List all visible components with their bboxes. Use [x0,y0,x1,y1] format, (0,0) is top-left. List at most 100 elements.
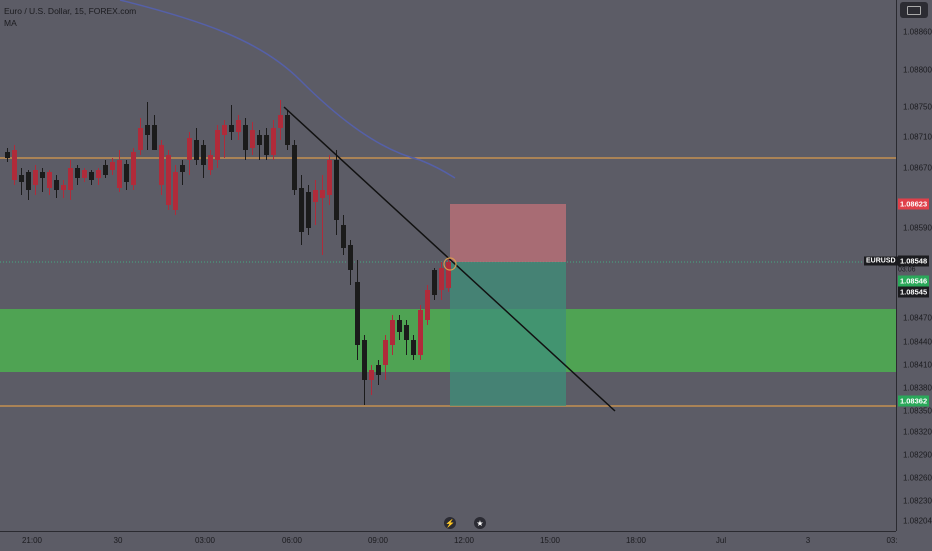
price-tick: 1.08670 [903,163,932,173]
time-tick: 12:00 [453,536,475,545]
candle-body [313,190,318,202]
candle-body [229,125,234,132]
price-tick: 1.08860 [903,27,932,37]
candle-body [369,370,374,380]
candle-body [390,320,395,345]
candle-body [362,340,367,380]
candle-body [446,262,451,288]
candle-body [194,140,199,160]
candle-body [376,365,381,375]
candle-body [19,175,24,182]
symbol-tag: EURUSD [864,256,898,266]
candle-body [26,172,31,190]
take-profit-price-label: 1.08362 [898,395,930,407]
symbol-title[interactable]: Euro / U.S. Dollar, 15, FOREX.com [4,6,137,16]
candle-body [47,172,52,188]
candle-body [54,180,59,190]
candle-body [124,164,129,182]
price-tick: 1.08350 [903,406,932,416]
candle-body [61,185,66,190]
chart-settings-button[interactable] [900,2,928,18]
price-tick: 1.08590 [903,223,932,233]
candle-body [12,150,17,180]
candle-body [68,168,73,190]
price-tick: 1.08710 [903,132,932,142]
window-icon [907,5,921,15]
candle-body [439,268,444,290]
bar-countdown: 03:06 [898,266,916,274]
entry-marker [443,257,457,271]
candle-body [397,320,402,332]
candle-body [257,135,262,145]
candle-body [285,115,290,145]
candlestick-series [5,100,451,405]
stop-loss-zone [450,204,566,262]
indicator-label[interactable]: MA [4,18,17,28]
candle-body [271,128,276,155]
time-tick: 15:00 [539,536,561,545]
candle-body [250,130,255,148]
price-tick: 1.08410 [903,360,932,370]
candle-body [173,172,178,210]
candle-body [208,155,213,170]
candle-body [166,155,171,205]
price-tick: 1.08800 [903,65,932,75]
candle-body [341,225,346,248]
candle-body [117,160,122,188]
candle-body [348,245,353,270]
candle-body [320,190,325,198]
candle-body [75,168,80,178]
price-tick: 1.08290 [903,450,932,460]
chart-legend[interactable]: Euro / U.S. Dollar, 15, FOREX.com MA [4,5,136,29]
price-tick: 1.08230 [903,496,932,506]
candle-body [5,152,10,158]
bottom-toolbar: ⚡ ★ [444,517,486,529]
time-tick: 21:00 [21,536,43,545]
us-flag-icon[interactable]: ★ [474,517,486,529]
candle-body [152,125,157,150]
chart-plot-area[interactable]: Euro / U.S. Dollar, 15, FOREX.com MA ⚡ ★ [0,0,896,531]
time-tick: 03: [886,536,898,545]
price-tick: 1.08260 [903,473,932,483]
candle-body [187,138,192,160]
candle-body [201,145,206,165]
time-tick: 03:00 [194,536,216,545]
candle-body [355,282,360,345]
candle-body [264,135,269,155]
candle-body [236,120,241,132]
moving-average-line [119,0,456,179]
take-profit-zone [450,262,566,406]
time-tick: 06:00 [281,536,303,545]
candle-body [180,165,185,172]
price-tick: 1.08440 [903,337,932,347]
candle-body [425,290,430,320]
candle-body [215,130,220,160]
price-tick: 1.08380 [903,383,932,393]
camera-icon[interactable]: ⚡ [444,517,456,529]
price-chart[interactable] [0,0,896,531]
price-tick: 1.08204 [903,516,932,526]
price-tick: 1.08470 [903,313,932,323]
candle-body [40,172,45,178]
candle-body [299,188,304,232]
candle-body [96,170,101,178]
time-axis[interactable]: 21:00 30 03:00 06:00 09:00 12:00 15:00 18:00 Jul… [0,531,898,551]
time-tick: 09:00 [367,536,389,545]
last-price-label: 1.08548 [898,255,930,267]
candle-body [103,165,108,175]
candle-body [82,170,87,178]
candle-body [418,310,423,355]
candle-body [33,170,38,185]
candle-body [411,340,416,355]
time-tick: Jul [715,536,727,545]
time-tick: 30 [113,536,123,545]
candle-body [145,125,150,135]
current-price-label: 1.08545 [898,286,930,298]
price-tick: 1.08750 [903,102,932,112]
candle-body [432,270,437,295]
time-tick: 3 [805,536,811,545]
candle-body [138,128,143,150]
candle-body [159,145,164,185]
candle-body [89,172,94,180]
